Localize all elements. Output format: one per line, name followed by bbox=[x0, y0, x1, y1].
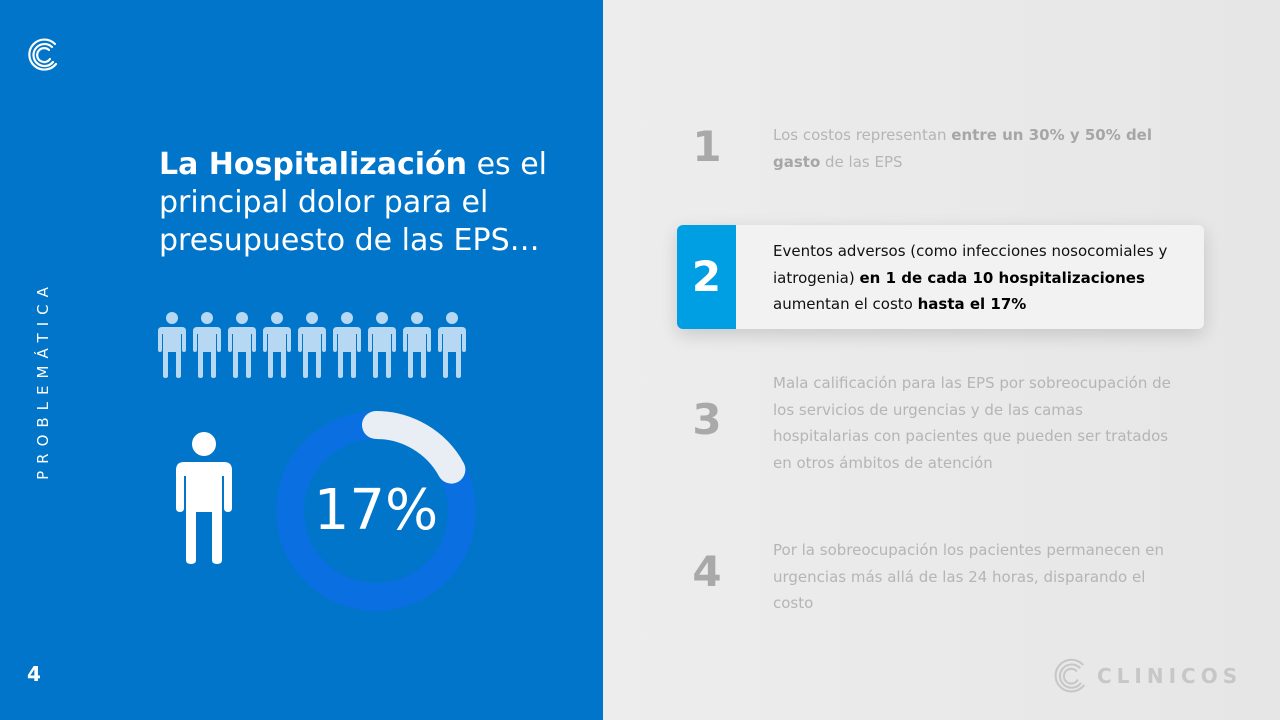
item-number: 4 bbox=[692, 547, 722, 596]
item-text-part: Por la sobreocupación los pacientes perm… bbox=[773, 541, 1165, 612]
people-row bbox=[156, 312, 476, 378]
person-icon bbox=[333, 312, 361, 378]
item-text: Por la sobreocupación los pacientes perm… bbox=[773, 537, 1173, 617]
list-item-2-highlighted: 2 Eventos adversos (como infecciones nos… bbox=[677, 225, 1204, 329]
list-item-1: 1 Los costos representan entre un 30% y … bbox=[677, 120, 1204, 180]
item-text-part: Eventos adversos (como infecciones nosoc… bbox=[773, 242, 1168, 287]
person-icon bbox=[403, 312, 431, 378]
item-text-part: de las EPS bbox=[820, 152, 903, 171]
clinicos-crescent-logo-icon bbox=[1054, 658, 1085, 693]
item-text-bold: hasta el 17% bbox=[917, 295, 1027, 313]
item-text: Mala calificación para las EPS por sobre… bbox=[773, 370, 1173, 476]
left-panel bbox=[0, 0, 603, 720]
item-text-part: aumentan el costo bbox=[773, 295, 918, 313]
donut-arc bbox=[362, 411, 466, 484]
person-icon bbox=[228, 312, 256, 378]
percentage-donut bbox=[276, 411, 476, 611]
person-icon bbox=[298, 312, 326, 378]
list-item-4: 4 Por la sobreocupación los pacientes pe… bbox=[677, 537, 1204, 617]
item-text: Los costos representan entre un 30% y 50… bbox=[773, 122, 1173, 175]
clinicos-logo-icon bbox=[28, 38, 58, 71]
person-icon-large bbox=[176, 432, 232, 564]
person-icon bbox=[368, 312, 396, 378]
headline-strong: La Hospitalización bbox=[159, 147, 468, 182]
headline-rest: es el principal dolor para el presupuest… bbox=[159, 147, 547, 258]
section-label: PROBLEMÁTICA bbox=[34, 280, 52, 480]
person-icon bbox=[263, 312, 291, 378]
item-text-bold: en 1 de cada 10 hospitalizaciones bbox=[859, 268, 1145, 287]
person-icon bbox=[158, 312, 186, 378]
right-panel bbox=[603, 0, 1280, 720]
list-item-3: 3 Mala calificación para las EPS por sob… bbox=[677, 370, 1204, 480]
brand-name: CLINICOS bbox=[1097, 664, 1243, 688]
brand-footer: CLINICOS bbox=[1051, 656, 1237, 696]
item-text-part: Mala calificación para las EPS por sobre… bbox=[773, 374, 1171, 472]
item-number: 2 bbox=[677, 225, 736, 329]
item-number: 3 bbox=[692, 395, 722, 444]
person-icon bbox=[193, 312, 221, 378]
page-number: 4 bbox=[27, 662, 41, 686]
item-text: Eventos adversos (como infecciones nosoc… bbox=[773, 238, 1173, 318]
item-text-part: Los costos representan bbox=[773, 126, 952, 144]
donut-value: 17% bbox=[313, 478, 439, 543]
person-icon bbox=[438, 312, 466, 378]
item-number: 1 bbox=[692, 122, 722, 171]
item-text-bold: entre un 30% y 50% del gasto bbox=[773, 126, 1152, 171]
headline: La Hospitalización es el principal dolor… bbox=[159, 146, 559, 260]
